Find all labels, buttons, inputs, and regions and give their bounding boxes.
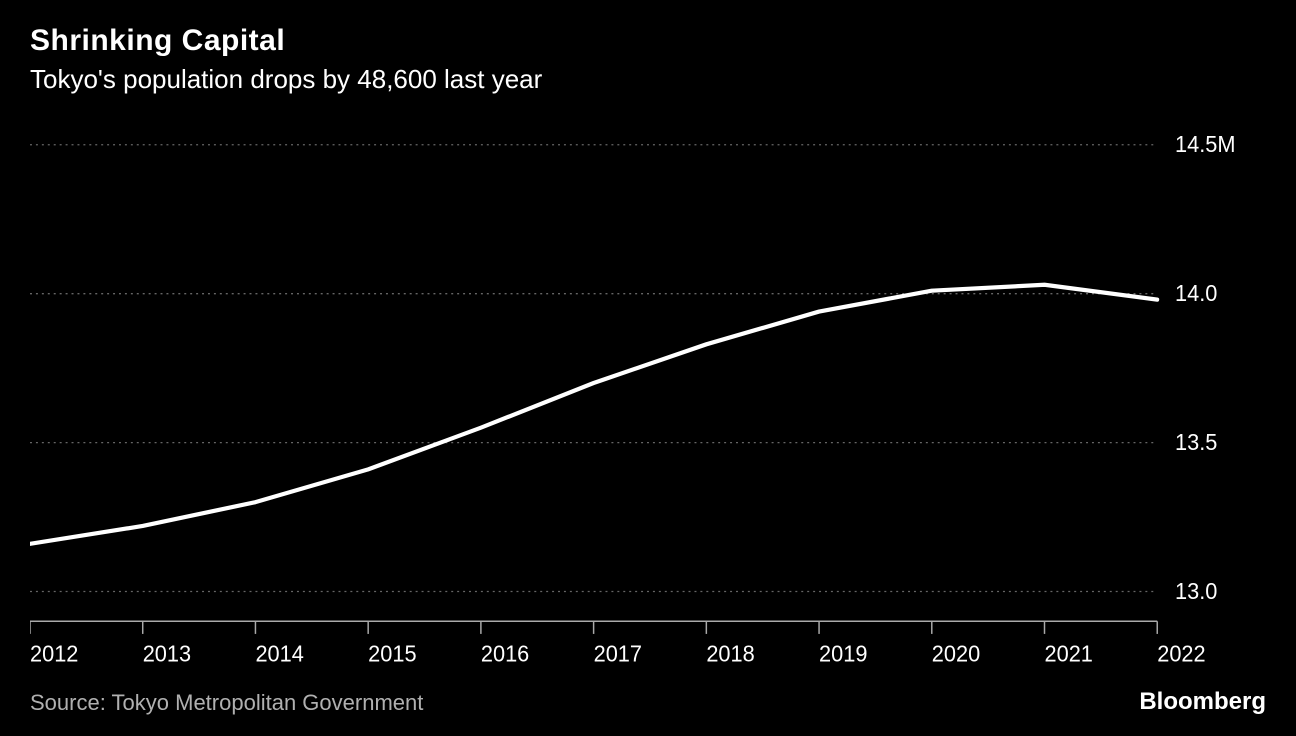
chart-title: Shrinking Capital xyxy=(30,24,1266,58)
x-axis-label: 2014 xyxy=(255,641,303,667)
x-axis-label: 2012 xyxy=(30,641,78,667)
chart-subtitle: Tokyo's population drops by 48,600 last … xyxy=(30,64,1266,95)
x-axis-label: 2013 xyxy=(143,641,191,667)
attribution-text: Bloomberg xyxy=(1139,688,1266,716)
y-axis-label: 14.5M xyxy=(1175,132,1235,158)
y-axis-label: 13.0 xyxy=(1175,578,1217,604)
chart-footer: Source: Tokyo Metropolitan Government Bl… xyxy=(30,688,1266,716)
x-axis-label: 2015 xyxy=(368,641,416,667)
x-axis-label: 2018 xyxy=(706,641,754,667)
line-chart: 13.0 13.5 14.0 14.5M 2012 2013 2014 2015 2016 201… xyxy=(30,115,1266,674)
x-axis-label: 2019 xyxy=(819,641,867,667)
x-axis-label: 2017 xyxy=(594,641,642,667)
x-axis-label: 2016 xyxy=(481,641,529,667)
source-text: Source: Tokyo Metropolitan Government xyxy=(30,690,423,716)
chart-container: Shrinking Capital Tokyo's population dro… xyxy=(0,0,1296,736)
x-axis-label: 2020 xyxy=(932,641,980,667)
data-line xyxy=(30,285,1157,544)
y-axis-label: 13.5 xyxy=(1175,429,1217,455)
x-axis-label: 2021 xyxy=(1045,641,1093,667)
x-axis-label: 2022 xyxy=(1157,641,1205,667)
chart-area: 13.0 13.5 14.0 14.5M 2012 2013 2014 2015 2016 201… xyxy=(30,115,1266,674)
y-axis-label: 14.0 xyxy=(1175,280,1217,306)
